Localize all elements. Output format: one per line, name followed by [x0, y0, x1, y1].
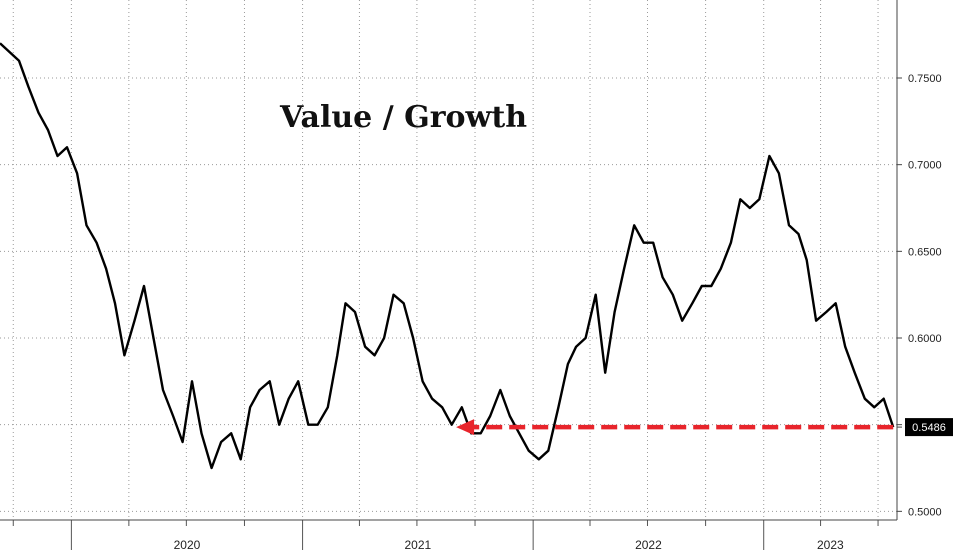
x-tick-label: 2023 [817, 538, 844, 551]
annotations [456, 419, 894, 436]
x-tick-label: 2020 [174, 538, 201, 551]
y-tick-labels: 0.50000.55000.60000.65000.70000.75000.54… [905, 73, 953, 518]
x-tick-label: 2022 [635, 538, 662, 551]
y-tick-label: 0.7500 [908, 73, 942, 85]
last-value-label: 0.5486 [912, 422, 946, 434]
y-tick-label: 0.5000 [908, 506, 942, 518]
arrow-head [456, 419, 475, 436]
x-tick-label: 2021 [405, 538, 432, 551]
grid [0, 0, 897, 520]
series [0, 42, 895, 470]
axes [0, 0, 902, 550]
y-tick-label: 0.7000 [908, 160, 942, 172]
last-value-badge [905, 418, 953, 437]
chart-title: Value / Growth [280, 100, 528, 135]
y-tick-label: 0.6000 [908, 333, 942, 345]
x-tick-labels: 2020 2021 2022 2023 [174, 538, 844, 551]
y-tick-label: 0.6500 [908, 246, 942, 258]
series-line [0, 42, 895, 470]
